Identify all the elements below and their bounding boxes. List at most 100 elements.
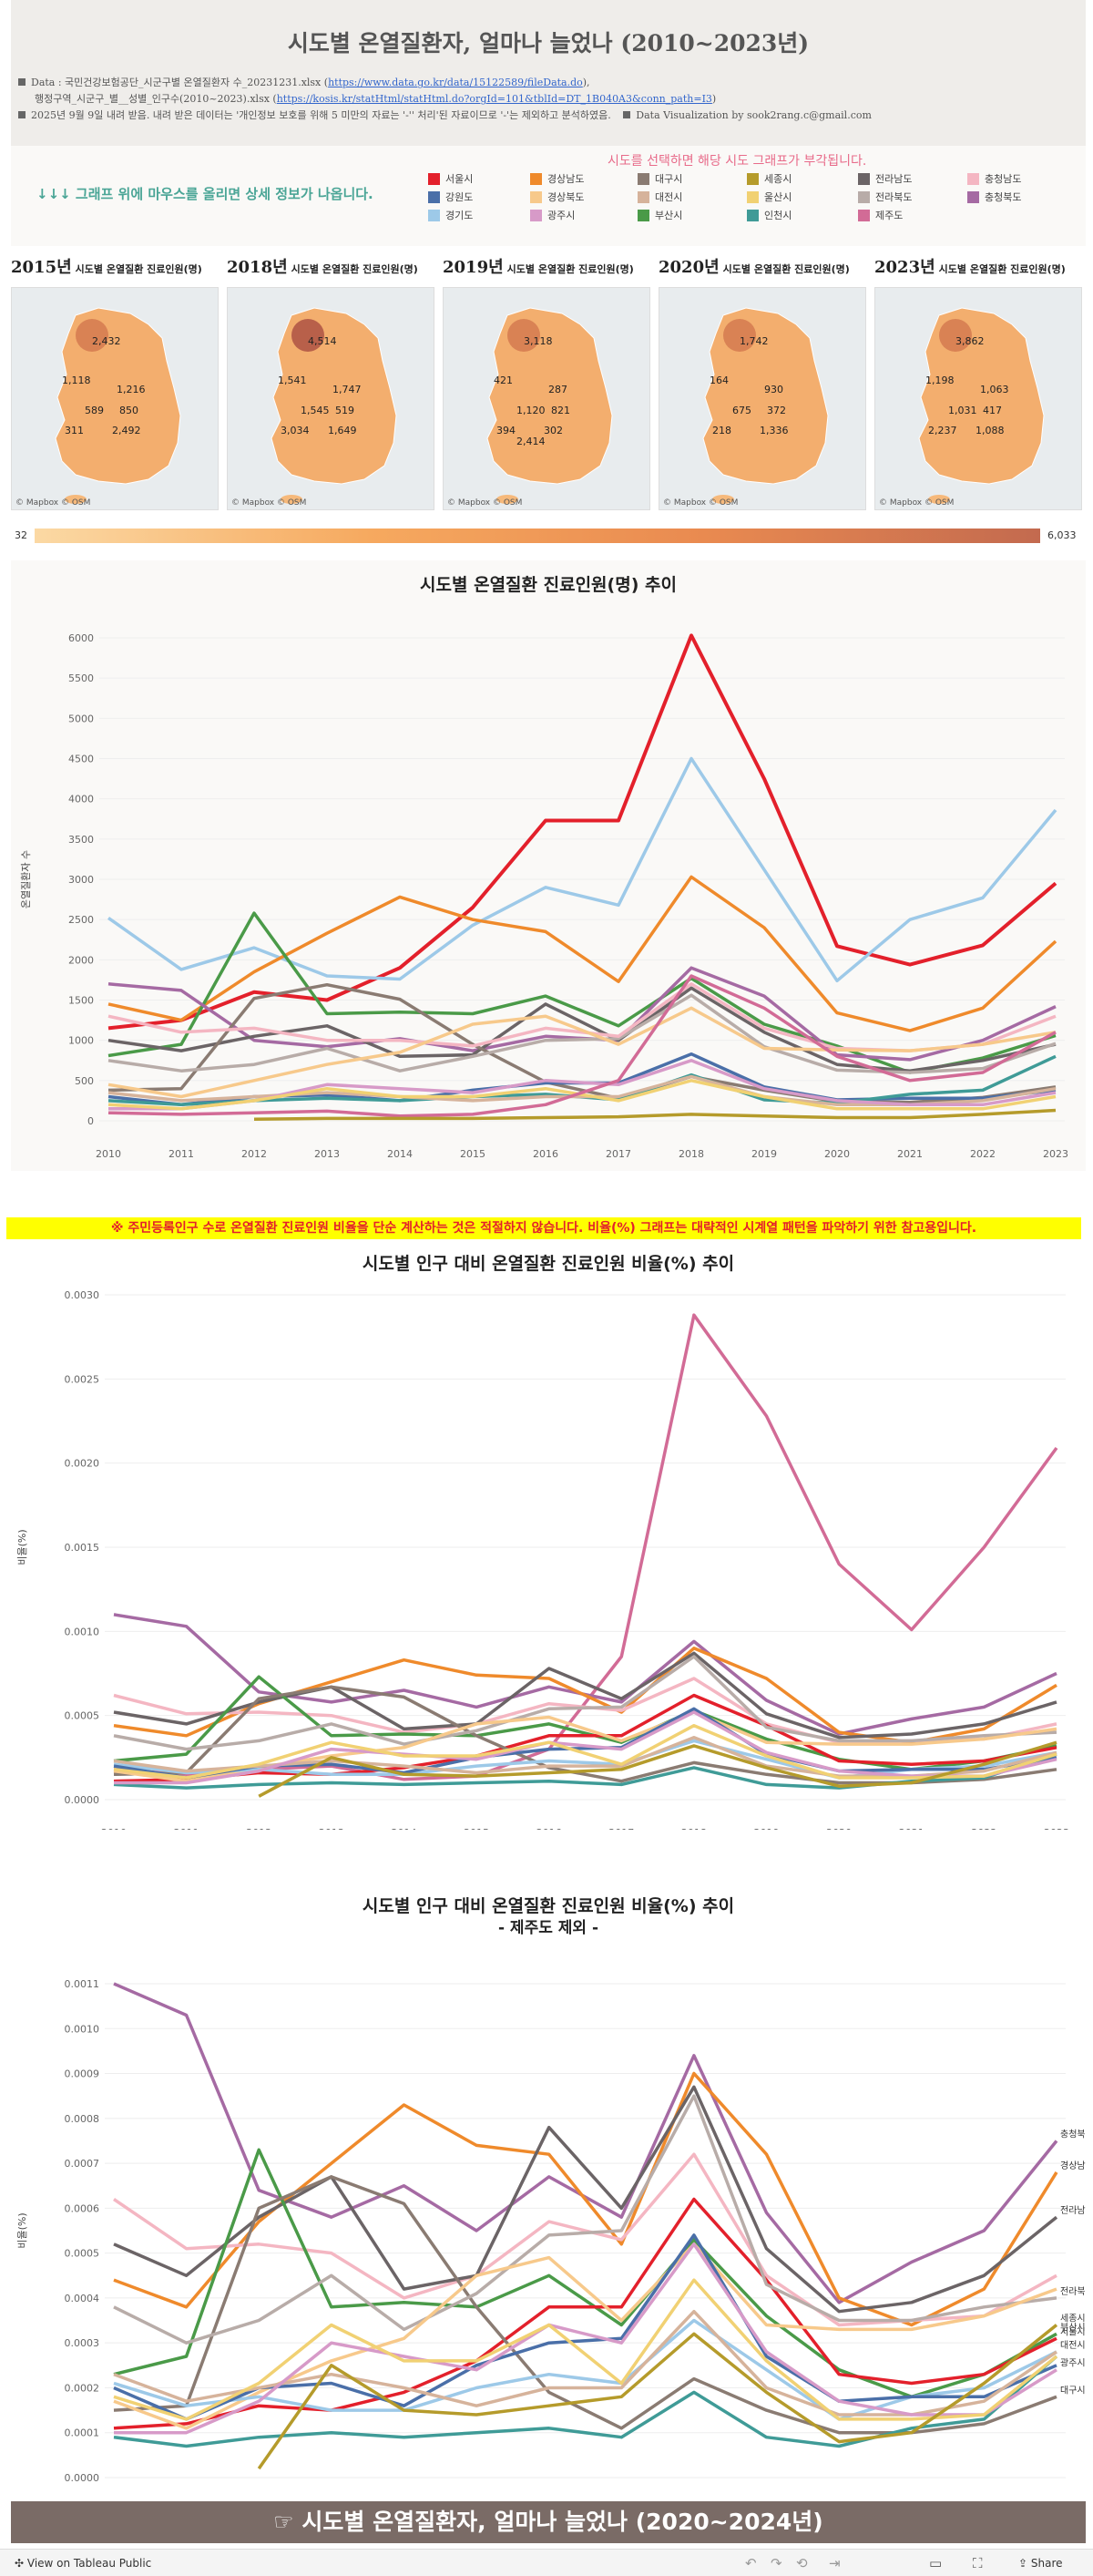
legend-item[interactable]: 대전시 xyxy=(638,190,682,204)
series-end-label: 전라남도 xyxy=(1060,2205,1086,2216)
map-value-label: 1,742 xyxy=(740,335,769,347)
legend-swatch xyxy=(967,190,979,203)
legend-item[interactable]: 강원도 xyxy=(428,190,473,204)
map-attribution: © Mapbox © OSM xyxy=(879,498,955,508)
map-value-label: 1,216 xyxy=(117,384,146,395)
legend-label: 충청남도 xyxy=(985,173,1022,185)
korea-map[interactable]: 4,514 1,541 1,747 1,545 519 3,034 1,649 © Mapbo… xyxy=(227,287,434,510)
y-tick-label: 0.0000 xyxy=(65,2472,100,2484)
legend-item[interactable]: 울산시 xyxy=(747,190,792,204)
series-line xyxy=(107,756,1057,983)
legend-label: 부산시 xyxy=(655,210,683,221)
redo-icon[interactable]: ↷ xyxy=(771,2555,782,2571)
legend-swatch xyxy=(747,209,759,221)
legend-item[interactable]: 경상북도 xyxy=(530,190,584,204)
legend-item[interactable]: 인천시 xyxy=(747,208,792,222)
x-tick-label: 2014 xyxy=(387,1148,413,1160)
capital-region xyxy=(723,319,756,352)
map-row: 2015년 시도별 온열질환 진료인원(명) 2,432 1,118 1,216 589 8… xyxy=(11,251,1086,524)
view-on-tableau-link[interactable]: ✣ View on Tableau Public xyxy=(15,2557,151,2570)
korea-map[interactable]: 1,742 164 930 675 372 218 1,336 © Mapbox © OSM xyxy=(659,287,866,510)
korea-map[interactable]: 3,118 421 287 1,120 821 394 302 2,414 © Mapbox ©… xyxy=(443,287,650,510)
y-tick-label: 3500 xyxy=(68,834,94,846)
jeju-region xyxy=(712,495,734,504)
chart3-subtitle: - 제주도 제외 - xyxy=(497,1919,599,1937)
pause-icon[interactable]: ⇥ xyxy=(829,2555,841,2571)
x-tick-label: 2011 xyxy=(169,1148,194,1160)
bullet-square-icon xyxy=(18,78,26,86)
revert-icon[interactable]: ⟲ xyxy=(796,2555,808,2571)
capital-region xyxy=(76,319,108,352)
device-preview-icon[interactable]: ▭ xyxy=(929,2555,943,2571)
fullscreen-icon[interactable]: ⛶ xyxy=(973,2555,983,2571)
chart1-svg[interactable]: 0 500 1000 1500 2000 2500 3000 3500 4000 4500 5000… xyxy=(11,560,1086,1171)
y-tick-label: 0.0001 xyxy=(65,2427,100,2439)
legend-item[interactable]: 경상남도 xyxy=(530,171,584,186)
legend-label: 경기도 xyxy=(445,210,474,221)
chart-ratio-panel: 시도별 인구 대비 온열질환 진료인원 비율(%) 추이 0.0000 0.000… xyxy=(11,1247,1086,1830)
chart3-svg[interactable]: 0.0000 0.0001 0.0002 0.0003 0.0004 0.0005 0.00… xyxy=(11,1882,1086,2492)
capital-region xyxy=(507,319,540,352)
peninsula-region xyxy=(486,307,613,485)
share-button[interactable]: ⇪ Share xyxy=(1018,2557,1063,2570)
map-value-label: 3,118 xyxy=(524,335,553,347)
legend-item[interactable]: 충청남도 xyxy=(967,171,1021,186)
legend-item[interactable]: 제주도 xyxy=(858,208,903,222)
korea-map[interactable]: 3,862 1,198 1,063 1,031 417 2,237 1,088 © Mapbo… xyxy=(874,287,1082,510)
source1-link[interactable]: https://www.data.go.kr/data/15122589/fil… xyxy=(328,77,583,88)
series-end-label: 부산시 xyxy=(1060,2322,1086,2333)
x-tick-label: 2013 xyxy=(319,1827,344,1830)
korea-map[interactable]: 2,432 1,118 1,216 589 850 311 2,492 © Mapbox © … xyxy=(11,287,219,510)
source2-link[interactable]: https://kosis.kr/statHtml/statHtml.do?or… xyxy=(276,93,712,105)
note-text: 2025년 9월 9일 내려 받음. 내려 받은 데이터는 '개인정보 보호를 … xyxy=(31,109,611,121)
legend-item[interactable]: 부산시 xyxy=(638,208,682,222)
x-tick-label: 2015 xyxy=(464,1827,489,1830)
legend-item[interactable]: 경기도 xyxy=(428,208,473,222)
legend-item[interactable]: 전라북도 xyxy=(858,190,912,204)
jeju-region xyxy=(928,495,950,504)
series-line xyxy=(107,966,1057,1062)
y-tick-label: 2500 xyxy=(68,914,94,926)
legend-item[interactable]: 충청북도 xyxy=(967,190,1021,204)
legend-label: 대구시 xyxy=(655,173,683,185)
map-subtitle: 시도별 온열질환 진료인원(명) xyxy=(722,263,850,275)
map-year: 2018년 xyxy=(227,258,288,277)
legend-label: 서울시 xyxy=(445,173,474,185)
x-tick-label: 2017 xyxy=(608,1827,634,1830)
map-value-label: 1,649 xyxy=(328,425,357,436)
chart-count-panel: 시도별 온열질환 진료인원(명) 추이 0 500 1000 1500 2000 2500… xyxy=(11,560,1086,1171)
map-value-label: 4,514 xyxy=(308,335,337,347)
legend-item[interactable]: 광주시 xyxy=(530,208,575,222)
legend-item[interactable]: 서울시 xyxy=(428,171,473,186)
x-tick-label: 2013 xyxy=(314,1148,340,1160)
legend-label: 전라남도 xyxy=(875,173,913,185)
next-dashboard-link[interactable]: ☞ 시도별 온열질환자, 얼마나 늘었나 (2020~2024년) xyxy=(11,2501,1086,2543)
y-tick-label: 0.0004 xyxy=(65,2293,100,2304)
map-value-label: 1,118 xyxy=(62,375,91,386)
series-line xyxy=(107,1006,1057,1099)
legend-label: 제주도 xyxy=(875,210,904,221)
series-line xyxy=(113,1723,1057,1780)
legend-item[interactable]: 대구시 xyxy=(638,171,682,186)
map-value-label: 3,034 xyxy=(281,425,310,436)
legend-label: 인천시 xyxy=(764,210,792,221)
map-value-label: 2,237 xyxy=(928,425,957,436)
legend-item[interactable]: 전라남도 xyxy=(858,171,912,186)
series-end-label: 전라북도 xyxy=(1060,2286,1086,2297)
chart2-svg[interactable]: 0.0000 0.0005 0.0010 0.0015 0.0020 0.0025 0.00… xyxy=(11,1247,1086,1830)
map-subtitle: 시도별 온열질환 진료인원(명) xyxy=(291,263,418,275)
map-value-label: 311 xyxy=(65,425,84,436)
series-line xyxy=(114,1710,1057,1785)
notice-banner: ※ 주민등록인구 수로 온열질환 진료인원 비율을 단순 계산하는 것은 적절하… xyxy=(6,1217,1081,1239)
y-axis-label: 비율(%) xyxy=(16,2212,28,2248)
capital-region xyxy=(939,319,972,352)
map-year: 2019년 xyxy=(443,258,504,277)
series-line xyxy=(113,2278,1058,2421)
series-end-label: 서울시 xyxy=(1060,2326,1086,2337)
undo-icon[interactable]: ↶ xyxy=(745,2555,757,2571)
legend-item[interactable]: 세종시 xyxy=(747,171,792,186)
series-line xyxy=(113,2355,1058,2448)
series-line xyxy=(258,1740,1057,1798)
y-tick-label: 0.0005 xyxy=(65,2248,100,2260)
scale-min: 32 xyxy=(15,529,27,541)
